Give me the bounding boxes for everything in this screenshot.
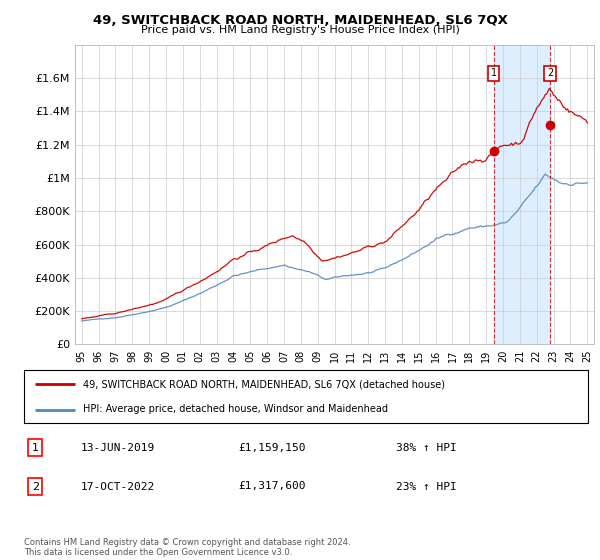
Text: 1: 1 (491, 68, 497, 78)
Text: Contains HM Land Registry data © Crown copyright and database right 2024.
This d: Contains HM Land Registry data © Crown c… (24, 538, 350, 557)
Text: Price paid vs. HM Land Registry's House Price Index (HPI): Price paid vs. HM Land Registry's House … (140, 25, 460, 35)
Text: 13-JUN-2019: 13-JUN-2019 (80, 442, 155, 452)
Text: 1: 1 (32, 442, 39, 452)
FancyBboxPatch shape (24, 370, 588, 423)
Text: 2: 2 (32, 482, 39, 492)
Text: 49, SWITCHBACK ROAD NORTH, MAIDENHEAD, SL6 7QX: 49, SWITCHBACK ROAD NORTH, MAIDENHEAD, S… (92, 14, 508, 27)
Text: 2: 2 (547, 68, 553, 78)
Text: £1,317,600: £1,317,600 (238, 482, 306, 492)
Text: 38% ↑ HPI: 38% ↑ HPI (396, 442, 457, 452)
Text: 49, SWITCHBACK ROAD NORTH, MAIDENHEAD, SL6 7QX (detached house): 49, SWITCHBACK ROAD NORTH, MAIDENHEAD, S… (83, 380, 445, 390)
Text: HPI: Average price, detached house, Windsor and Maidenhead: HPI: Average price, detached house, Wind… (83, 404, 388, 414)
Text: £1,159,150: £1,159,150 (238, 442, 306, 452)
Text: 23% ↑ HPI: 23% ↑ HPI (396, 482, 457, 492)
Bar (494, 45, 550, 344)
Text: 17-OCT-2022: 17-OCT-2022 (80, 482, 155, 492)
